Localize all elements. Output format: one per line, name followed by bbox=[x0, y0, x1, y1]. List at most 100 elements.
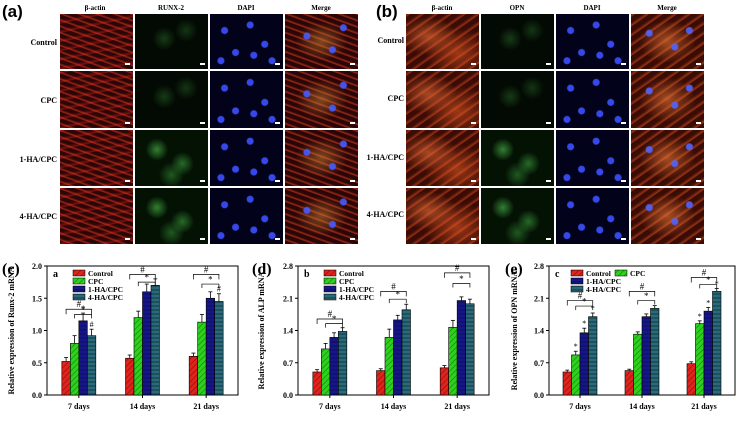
legend-label: 1-HA/CPC bbox=[586, 277, 621, 286]
legend-label: 1-HA/CPC bbox=[88, 285, 123, 294]
bar bbox=[142, 291, 152, 396]
legend-swatch bbox=[614, 269, 628, 277]
bar bbox=[312, 371, 322, 396]
x-tick-label: 21 days bbox=[691, 402, 717, 411]
legend-label: CPC bbox=[630, 269, 645, 278]
chart-panel-letter: (c) bbox=[2, 261, 20, 278]
significance-hash: # bbox=[140, 264, 145, 274]
bar bbox=[703, 310, 713, 396]
micrograph-beta-actin bbox=[406, 188, 479, 244]
y-axis-label: Relative expression of ALP mRNA bbox=[257, 271, 266, 389]
x-tick-label: 7 days bbox=[569, 402, 591, 411]
legend-swatch bbox=[570, 285, 584, 293]
legend-label: Control bbox=[88, 269, 113, 278]
micrograph-merge bbox=[285, 14, 358, 69]
significance-hash: # bbox=[578, 291, 583, 301]
panel-a-row-label: Control bbox=[30, 38, 57, 47]
significance-star: * bbox=[706, 275, 711, 285]
significance-bracket-hash bbox=[566, 300, 594, 306]
micrograph-dapi bbox=[210, 14, 283, 69]
bar bbox=[712, 291, 722, 396]
bar bbox=[87, 335, 97, 396]
y-tick-label: 2.8 bbox=[283, 262, 293, 271]
significance-star: * bbox=[582, 297, 587, 307]
micrograph-runx2 bbox=[135, 14, 208, 69]
bar bbox=[465, 303, 475, 396]
significance-bracket-star bbox=[388, 298, 407, 304]
panel-b-column-header: OPN bbox=[509, 4, 525, 12]
y-tick-label: 0.7 bbox=[283, 359, 293, 368]
micrograph-merge bbox=[285, 71, 358, 128]
micrograph-beta-actin bbox=[406, 14, 479, 69]
micrograph-merge bbox=[631, 188, 704, 244]
significance-mark: # bbox=[90, 320, 94, 329]
y-tick-label: 1.0 bbox=[32, 327, 42, 336]
significance-hash: # bbox=[702, 268, 707, 278]
significance-star: * bbox=[459, 274, 464, 284]
significance-bracket-star bbox=[575, 305, 594, 311]
legend-swatch bbox=[570, 277, 584, 285]
bar bbox=[376, 370, 386, 396]
panel-a-row-label: 1-HA/CPC bbox=[19, 155, 57, 164]
y-tick-label: 1.4 bbox=[534, 327, 544, 336]
significance-bracket-star bbox=[74, 314, 92, 319]
significance-mark: * bbox=[574, 342, 578, 351]
bar bbox=[150, 285, 160, 396]
bar bbox=[562, 371, 572, 396]
significance-hash: # bbox=[77, 299, 82, 309]
bar bbox=[579, 332, 589, 396]
y-tick-label: 1.4 bbox=[283, 327, 293, 336]
micrograph-runx2 bbox=[135, 71, 208, 128]
panel-a-letter: (a) bbox=[2, 2, 23, 21]
bar bbox=[197, 321, 207, 396]
panel-a-row-label: 4-HA/CPC bbox=[19, 212, 57, 221]
panel-b-row-label: CPC bbox=[387, 94, 404, 103]
micrograph-beta-actin bbox=[406, 71, 479, 128]
chart-frame bbox=[297, 265, 490, 396]
micrograph-merge bbox=[631, 14, 704, 69]
chart-inner-label: a bbox=[53, 269, 58, 280]
chart-frame bbox=[548, 265, 736, 396]
micrograph-dapi bbox=[210, 188, 283, 244]
significance-hash: # bbox=[204, 264, 209, 274]
panel-b-column-header: Merge bbox=[657, 4, 677, 12]
significance-bracket-hash bbox=[65, 308, 92, 315]
x-tick-label: 14 days bbox=[130, 402, 156, 411]
micrograph-opn bbox=[481, 71, 554, 128]
significance-bracket-hash bbox=[193, 274, 220, 280]
legend-swatch bbox=[570, 269, 584, 277]
legend-swatch bbox=[72, 269, 86, 277]
micrograph-dapi bbox=[556, 188, 629, 244]
significance-bracket-star bbox=[452, 283, 471, 288]
significance-bracket-hash bbox=[690, 277, 718, 283]
y-tick-label: 0.7 bbox=[534, 359, 544, 368]
significance-mark: * bbox=[698, 312, 702, 321]
panel-b-column-header: β-actin bbox=[431, 4, 453, 12]
legend-swatch bbox=[323, 269, 337, 277]
x-tick-label: 21 days bbox=[193, 402, 219, 411]
micrograph-opn bbox=[481, 188, 554, 244]
micrograph-beta-actin bbox=[60, 14, 133, 69]
y-tick-label: 2.1 bbox=[534, 294, 544, 303]
chart-frame bbox=[46, 265, 239, 396]
significance-hash: # bbox=[328, 309, 333, 319]
panel-b-row-label: 1-HA/CPC bbox=[366, 153, 404, 162]
legend-label: 4-HA/CPC bbox=[586, 285, 621, 294]
legend-label: CPC bbox=[88, 277, 103, 286]
x-tick-label: 14 days bbox=[381, 402, 407, 411]
panel-b-column-header: DAPI bbox=[583, 4, 601, 12]
significance-mark: * bbox=[591, 304, 595, 313]
bar bbox=[125, 357, 135, 396]
micrograph-runx2 bbox=[135, 130, 208, 186]
significance-star: * bbox=[145, 273, 150, 283]
micrograph-beta-actin bbox=[60, 130, 133, 186]
micrograph-merge bbox=[631, 71, 704, 128]
significance-mark: * bbox=[582, 319, 586, 328]
significance-hash: # bbox=[640, 281, 645, 291]
y-tick-label: 2.0 bbox=[32, 262, 42, 271]
bar bbox=[695, 323, 705, 396]
bar bbox=[321, 348, 331, 396]
x-tick-label: 7 days bbox=[319, 402, 341, 411]
legend-swatch bbox=[72, 277, 86, 285]
y-axis-label: Relative expression of OPN mRNA bbox=[510, 271, 519, 391]
